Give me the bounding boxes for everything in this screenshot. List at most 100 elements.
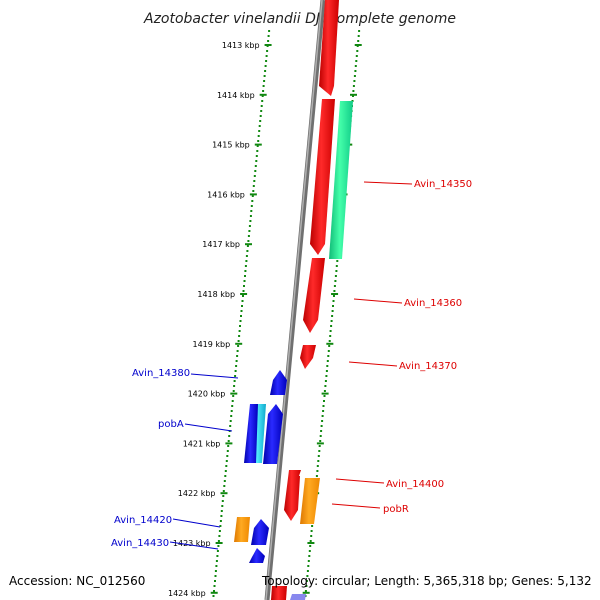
track-dot [240,315,242,317]
gene-red-avin-14400[interactable] [284,470,301,521]
track-dot [311,525,314,527]
track-dot [353,80,356,82]
track-dot [238,330,241,332]
gene-blue-avin-14380[interactable] [270,370,287,395]
kbp-tick-label: 1413 kbp [222,41,260,50]
label-pobA[interactable]: pobA [158,419,184,430]
track-dot [259,120,262,122]
track-dot [215,565,218,567]
track-dot [263,75,266,77]
gene-orange-avin-14420[interactable] [234,517,250,542]
track-dot [329,335,332,337]
track-dot [357,40,360,42]
label-avin-14350[interactable]: Avin_14350 [414,179,472,190]
track-dot [243,285,245,287]
track-dot [213,585,216,587]
track-dot [333,295,335,297]
track-dot [334,275,337,277]
track-dot [354,70,357,72]
gene-orange-pobr[interactable] [300,478,320,524]
track-dot [246,245,249,247]
track-dot [241,300,244,302]
gene-red-top[interactable] [319,0,339,96]
track-dot [217,540,220,542]
track-dot [239,320,242,322]
track-dot [321,420,324,422]
label-avin-14380[interactable]: Avin_14380 [132,368,190,379]
kbp-tick-label: 1415 kbp [212,141,250,150]
track-dot [248,230,251,232]
kbp-tick-label: 1423 kbp [173,539,211,548]
track-dot [317,455,320,457]
track-dot [267,35,270,37]
track-dot [242,295,244,297]
gene-red-bottom[interactable] [271,586,287,600]
track-dot [267,40,270,42]
gene-blue-avin-14420[interactable] [251,519,269,545]
track-dot [308,550,311,552]
track-dot [250,205,253,207]
kbp-axis: 1413 kbp 1414 kbp 1415 kbp 1416 kbp 1417 kbp… [168,41,362,598]
track-dot [255,155,258,157]
track-dot [333,290,336,292]
track-dot [244,265,247,267]
track-dot [255,160,258,162]
track-dot [352,95,354,97]
track-dot [310,535,313,537]
track-dot [216,555,219,557]
gene-blue-pobA-left[interactable] [244,404,258,463]
track-dot [244,275,246,277]
track-dot [244,270,247,272]
track-dot [322,410,325,412]
label-avin-14430[interactable]: Avin_14430 [111,538,169,549]
track-dot [257,135,260,137]
track-dot [236,355,239,357]
track-dot [256,145,259,147]
label-pobR[interactable]: pobR [383,504,409,515]
track-dot [234,370,237,372]
track-dot [265,60,268,62]
track-dot [247,240,250,242]
track-dot [231,405,234,407]
track-dot [236,350,239,352]
track-dot [263,80,266,82]
gene-red-avin-14350[interactable] [310,99,335,255]
track-dot [261,100,264,102]
kbp-tick-label: 1421 kbp [183,439,221,448]
gene-labels: Avin_14350 Avin_14360 Avin_14370 Avin_14… [111,179,472,550]
track-dot [305,585,308,587]
label-avin-14400[interactable]: Avin_14400 [386,479,444,490]
track-dot [225,460,228,462]
track-dot [242,290,245,292]
track-dot [320,425,323,427]
track-dot [307,565,310,567]
gene-purple-bottom[interactable] [290,594,306,600]
track-dot [334,280,337,282]
label-avin-14370[interactable]: Avin_14370 [399,361,457,372]
track-dot [254,165,257,167]
track-dot [232,395,235,397]
track-dot [254,170,257,172]
gene-red-avin-14370[interactable] [300,345,316,369]
track-dot [230,415,233,417]
track-dot [261,95,264,97]
track-dot [234,375,237,377]
track-dot [220,515,223,517]
gene-green-avin-14350[interactable] [329,101,353,259]
gene-red-avin-14360[interactable] [303,258,325,333]
track-dot [307,560,310,562]
gene-blue-avin-14430[interactable] [249,548,265,563]
label-avin-14360[interactable]: Avin_14360 [404,298,462,309]
track-dot [352,90,355,92]
track-dot [332,300,335,302]
gene-blue-pobA-right[interactable] [263,404,283,464]
label-avin-14420[interactable]: Avin_14420 [114,515,172,526]
track-dot [355,60,358,62]
track-dot [215,560,218,562]
track-dot [213,590,215,592]
track-dot [231,400,234,402]
genome-backbone [264,0,326,600]
track-dot [323,390,326,392]
track-dot [331,315,334,317]
position-tracks [212,30,361,597]
